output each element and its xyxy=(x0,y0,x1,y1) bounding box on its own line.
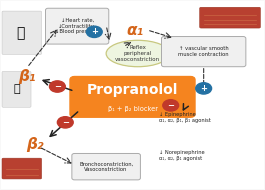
FancyBboxPatch shape xyxy=(70,77,195,117)
Circle shape xyxy=(86,26,102,37)
Text: ↓ Epinephrine
α₁, α₂, β₁, β₁ agonist: ↓ Epinephrine α₁, α₂, β₁, β₁ agonist xyxy=(159,112,211,123)
FancyBboxPatch shape xyxy=(2,71,31,107)
Text: −: − xyxy=(62,118,69,127)
Circle shape xyxy=(196,83,211,94)
Text: −: − xyxy=(54,82,61,91)
Text: 🫁: 🫁 xyxy=(13,84,20,94)
FancyBboxPatch shape xyxy=(72,154,140,180)
Ellipse shape xyxy=(106,40,169,67)
Text: +: + xyxy=(91,27,98,36)
Text: Reflex
peripheral
vasoconstriction: Reflex peripheral vasoconstriction xyxy=(115,45,160,62)
FancyBboxPatch shape xyxy=(46,8,109,44)
Text: −: − xyxy=(167,101,174,110)
Text: α₁: α₁ xyxy=(127,23,144,38)
Text: ↓Heart rate,
↓Contractility,
↓Blood pressure: ↓Heart rate, ↓Contractility, ↓Blood pres… xyxy=(55,18,99,34)
FancyBboxPatch shape xyxy=(200,7,260,28)
Circle shape xyxy=(163,100,179,111)
Text: ↓ Norepinephrine
α₁, α₂, β₁ agonist: ↓ Norepinephrine α₁, α₂, β₁ agonist xyxy=(159,150,205,161)
Text: β₁: β₁ xyxy=(18,69,36,84)
Text: 🫀: 🫀 xyxy=(16,26,25,40)
Text: Bronchoconstriction,
Vasoconstriction: Bronchoconstriction, Vasoconstriction xyxy=(79,161,133,172)
Text: Propranolol: Propranolol xyxy=(87,83,178,97)
FancyBboxPatch shape xyxy=(161,36,246,67)
Text: β₂: β₂ xyxy=(26,137,44,152)
Text: +: + xyxy=(200,84,207,93)
Text: ↑ vascular smooth
muscle contraction: ↑ vascular smooth muscle contraction xyxy=(178,46,229,57)
Circle shape xyxy=(57,117,73,128)
FancyBboxPatch shape xyxy=(2,11,42,55)
Text: β₁ + β₂ blocker: β₁ + β₂ blocker xyxy=(108,106,157,112)
FancyBboxPatch shape xyxy=(2,158,42,179)
Circle shape xyxy=(50,81,65,92)
